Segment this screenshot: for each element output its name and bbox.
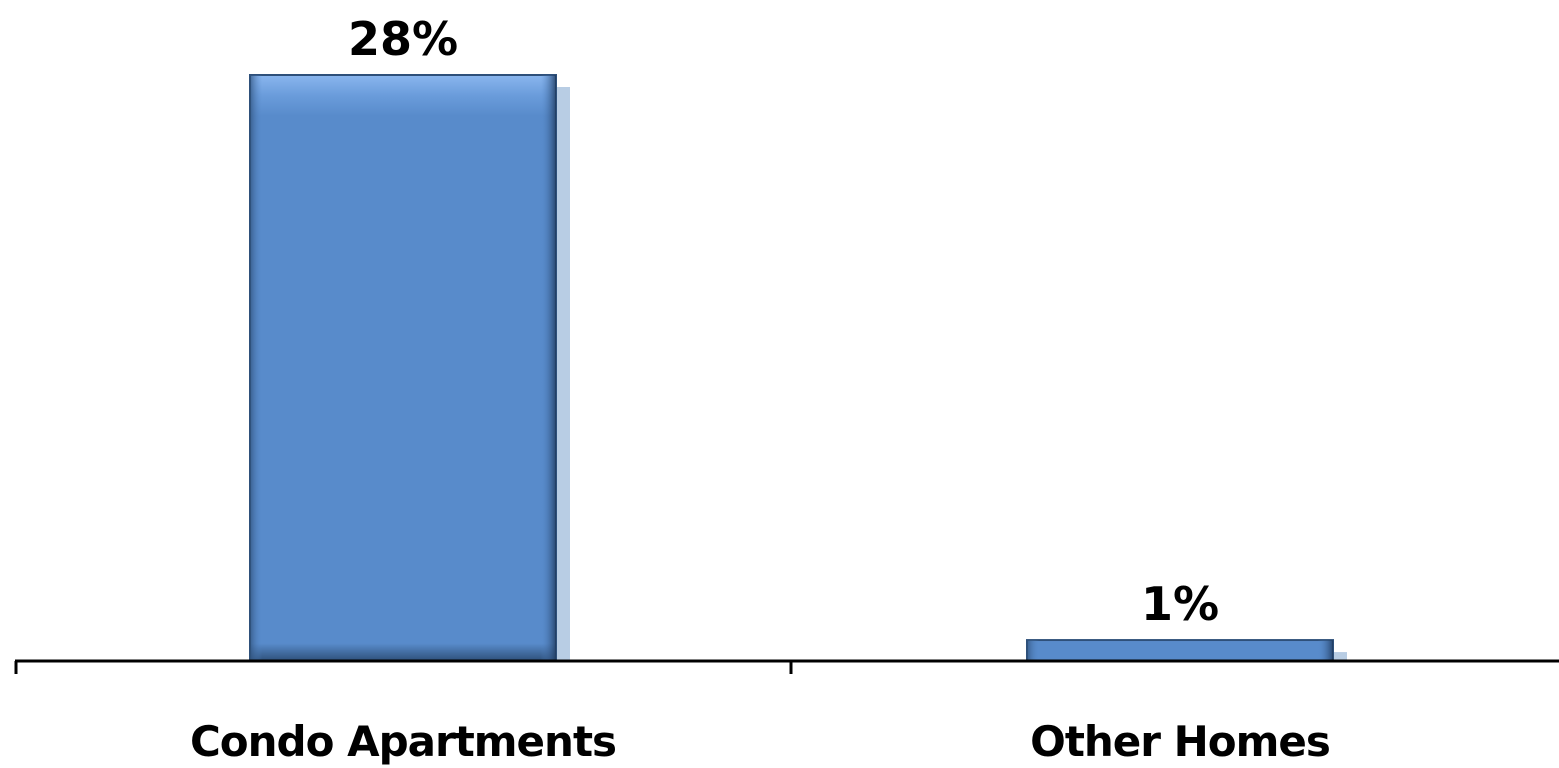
data-label: 1% (1141, 577, 1219, 631)
bar-bevel (1027, 640, 1333, 661)
bar (249, 74, 557, 662)
bar (1026, 639, 1334, 662)
category-label: Other Homes (1030, 717, 1330, 766)
x-axis (14, 659, 1559, 674)
category-label: Condo Apartments (190, 717, 616, 766)
data-label: 28% (348, 12, 458, 66)
value-labels-group: 28% 1% (348, 12, 1219, 631)
bar-bevel (250, 75, 556, 661)
category-labels-group: Condo Apartments Other Homes (190, 717, 1331, 766)
bars-group (249, 74, 1334, 662)
